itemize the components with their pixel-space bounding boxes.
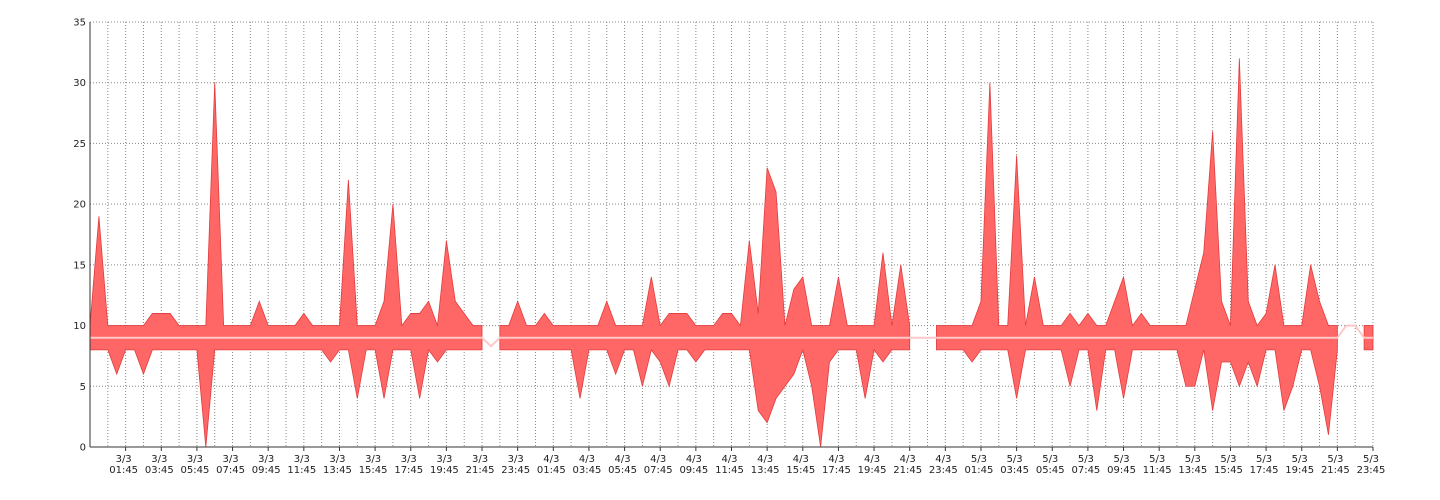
x-tick-label: 17:45 [1250, 465, 1279, 476]
x-tick-label: 4/3 [757, 454, 773, 465]
x-tick-label: 5/3 [1363, 454, 1379, 465]
x-tick-label: 4/3 [615, 454, 631, 465]
x-tick-label: 15:45 [786, 465, 815, 476]
x-tick-label: 23:45 [1357, 465, 1386, 476]
x-tick-label: 07:45 [216, 465, 245, 476]
x-tick-label: 4/3 [864, 454, 880, 465]
x-tick-label: 3/3 [187, 454, 203, 465]
x-tick-label: 03:45 [1000, 465, 1029, 476]
x-tick-label: 15:45 [1214, 465, 1243, 476]
x-tick-label: 09:45 [252, 465, 281, 476]
x-tick-label: 15:45 [359, 465, 388, 476]
y-tick-label: 25 [73, 139, 86, 150]
x-tick-label: 17:45 [394, 465, 423, 476]
y-tick-label: 5 [80, 382, 86, 393]
x-tick-label: 5/3 [1042, 454, 1058, 465]
x-tick-label: 13:45 [751, 465, 780, 476]
x-tick-label: 5/3 [1185, 454, 1201, 465]
x-tick-label: 21:45 [466, 465, 495, 476]
x-tick-label: 3/3 [258, 454, 274, 465]
x-tick-label: 19:45 [430, 465, 459, 476]
x-tick-label: 13:45 [323, 465, 352, 476]
x-tick-label: 4/3 [935, 454, 951, 465]
range-area [89, 82, 483, 448]
x-tick-label: 09:45 [1107, 465, 1136, 476]
x-tick-label: 21:45 [893, 465, 922, 476]
y-tick-label: 15 [73, 260, 86, 271]
x-tick-label: 19:45 [858, 465, 887, 476]
x-tick-label: 4/3 [793, 454, 809, 465]
x-tick-label: 5/3 [1149, 454, 1165, 465]
x-tick-label: 3/3 [508, 454, 524, 465]
x-tick-label: 3/3 [436, 454, 452, 465]
x-tick-label: 5/3 [971, 454, 987, 465]
x-tick-label: 3/3 [151, 454, 167, 465]
x-tick-label: 3/3 [329, 454, 345, 465]
x-tick-label: 5/3 [1113, 454, 1129, 465]
x-tick-label: 19:45 [1285, 465, 1314, 476]
y-tick-label: 20 [73, 200, 86, 211]
x-tick-label: 5/3 [1327, 454, 1343, 465]
x-tick-label: 5/3 [1256, 454, 1272, 465]
x-tick-label: 5/3 [1292, 454, 1308, 465]
x-tick-label: 5/3 [1007, 454, 1023, 465]
x-tick-label: 03:45 [573, 465, 602, 476]
x-tick-label: 13:45 [1178, 465, 1207, 476]
x-tick-label: 3/3 [401, 454, 417, 465]
x-tick-label: 3/3 [472, 454, 488, 465]
x-tick-label: 09:45 [679, 465, 708, 476]
x-tick-label: 01:45 [965, 465, 994, 476]
x-tick-label: 4/3 [543, 454, 559, 465]
x-tick-label: 5/3 [1078, 454, 1094, 465]
x-tick-label: 5/3 [1220, 454, 1236, 465]
x-tick-label: 4/3 [686, 454, 702, 465]
x-tick-label: 4/3 [579, 454, 595, 465]
average-line [90, 324, 1373, 348]
x-tick-label: 07:45 [1071, 465, 1100, 476]
x-tick-label: 01:45 [109, 465, 138, 476]
x-tick-label: 3/3 [294, 454, 310, 465]
x-tick-label: 05:45 [1036, 465, 1065, 476]
x-tick-label: 21:45 [1321, 465, 1350, 476]
x-tick-label: 05:45 [181, 465, 210, 476]
x-tick-label: 05:45 [608, 465, 637, 476]
y-tick-label: 0 [80, 443, 86, 454]
x-tick-label: 11:45 [287, 465, 316, 476]
x-tick-label: 3/3 [116, 454, 132, 465]
y-tick-label: 10 [73, 321, 86, 332]
x-tick-label: 23:45 [929, 465, 958, 476]
x-tick-label: 4/3 [900, 454, 916, 465]
x-tick-label: 4/3 [828, 454, 844, 465]
x-tick-label: 07:45 [644, 465, 673, 476]
x-tick-label: 17:45 [822, 465, 851, 476]
x-tick-label: 11:45 [1143, 465, 1172, 476]
x-tick-label: 4/3 [650, 454, 666, 465]
x-tick-label: 3/3 [365, 454, 381, 465]
x-tick-label: 23:45 [501, 465, 530, 476]
y-tick-label: 35 [73, 18, 86, 29]
range-area [499, 167, 911, 448]
x-tick-label: 11:45 [715, 465, 744, 476]
range-area [936, 58, 1338, 435]
x-tick-label: 01:45 [537, 465, 566, 476]
x-tick-label: 4/3 [721, 454, 737, 465]
x-tick-label: 03:45 [145, 465, 174, 476]
x-tick-label: 3/3 [223, 454, 239, 465]
y-tick-label: 30 [73, 78, 86, 89]
